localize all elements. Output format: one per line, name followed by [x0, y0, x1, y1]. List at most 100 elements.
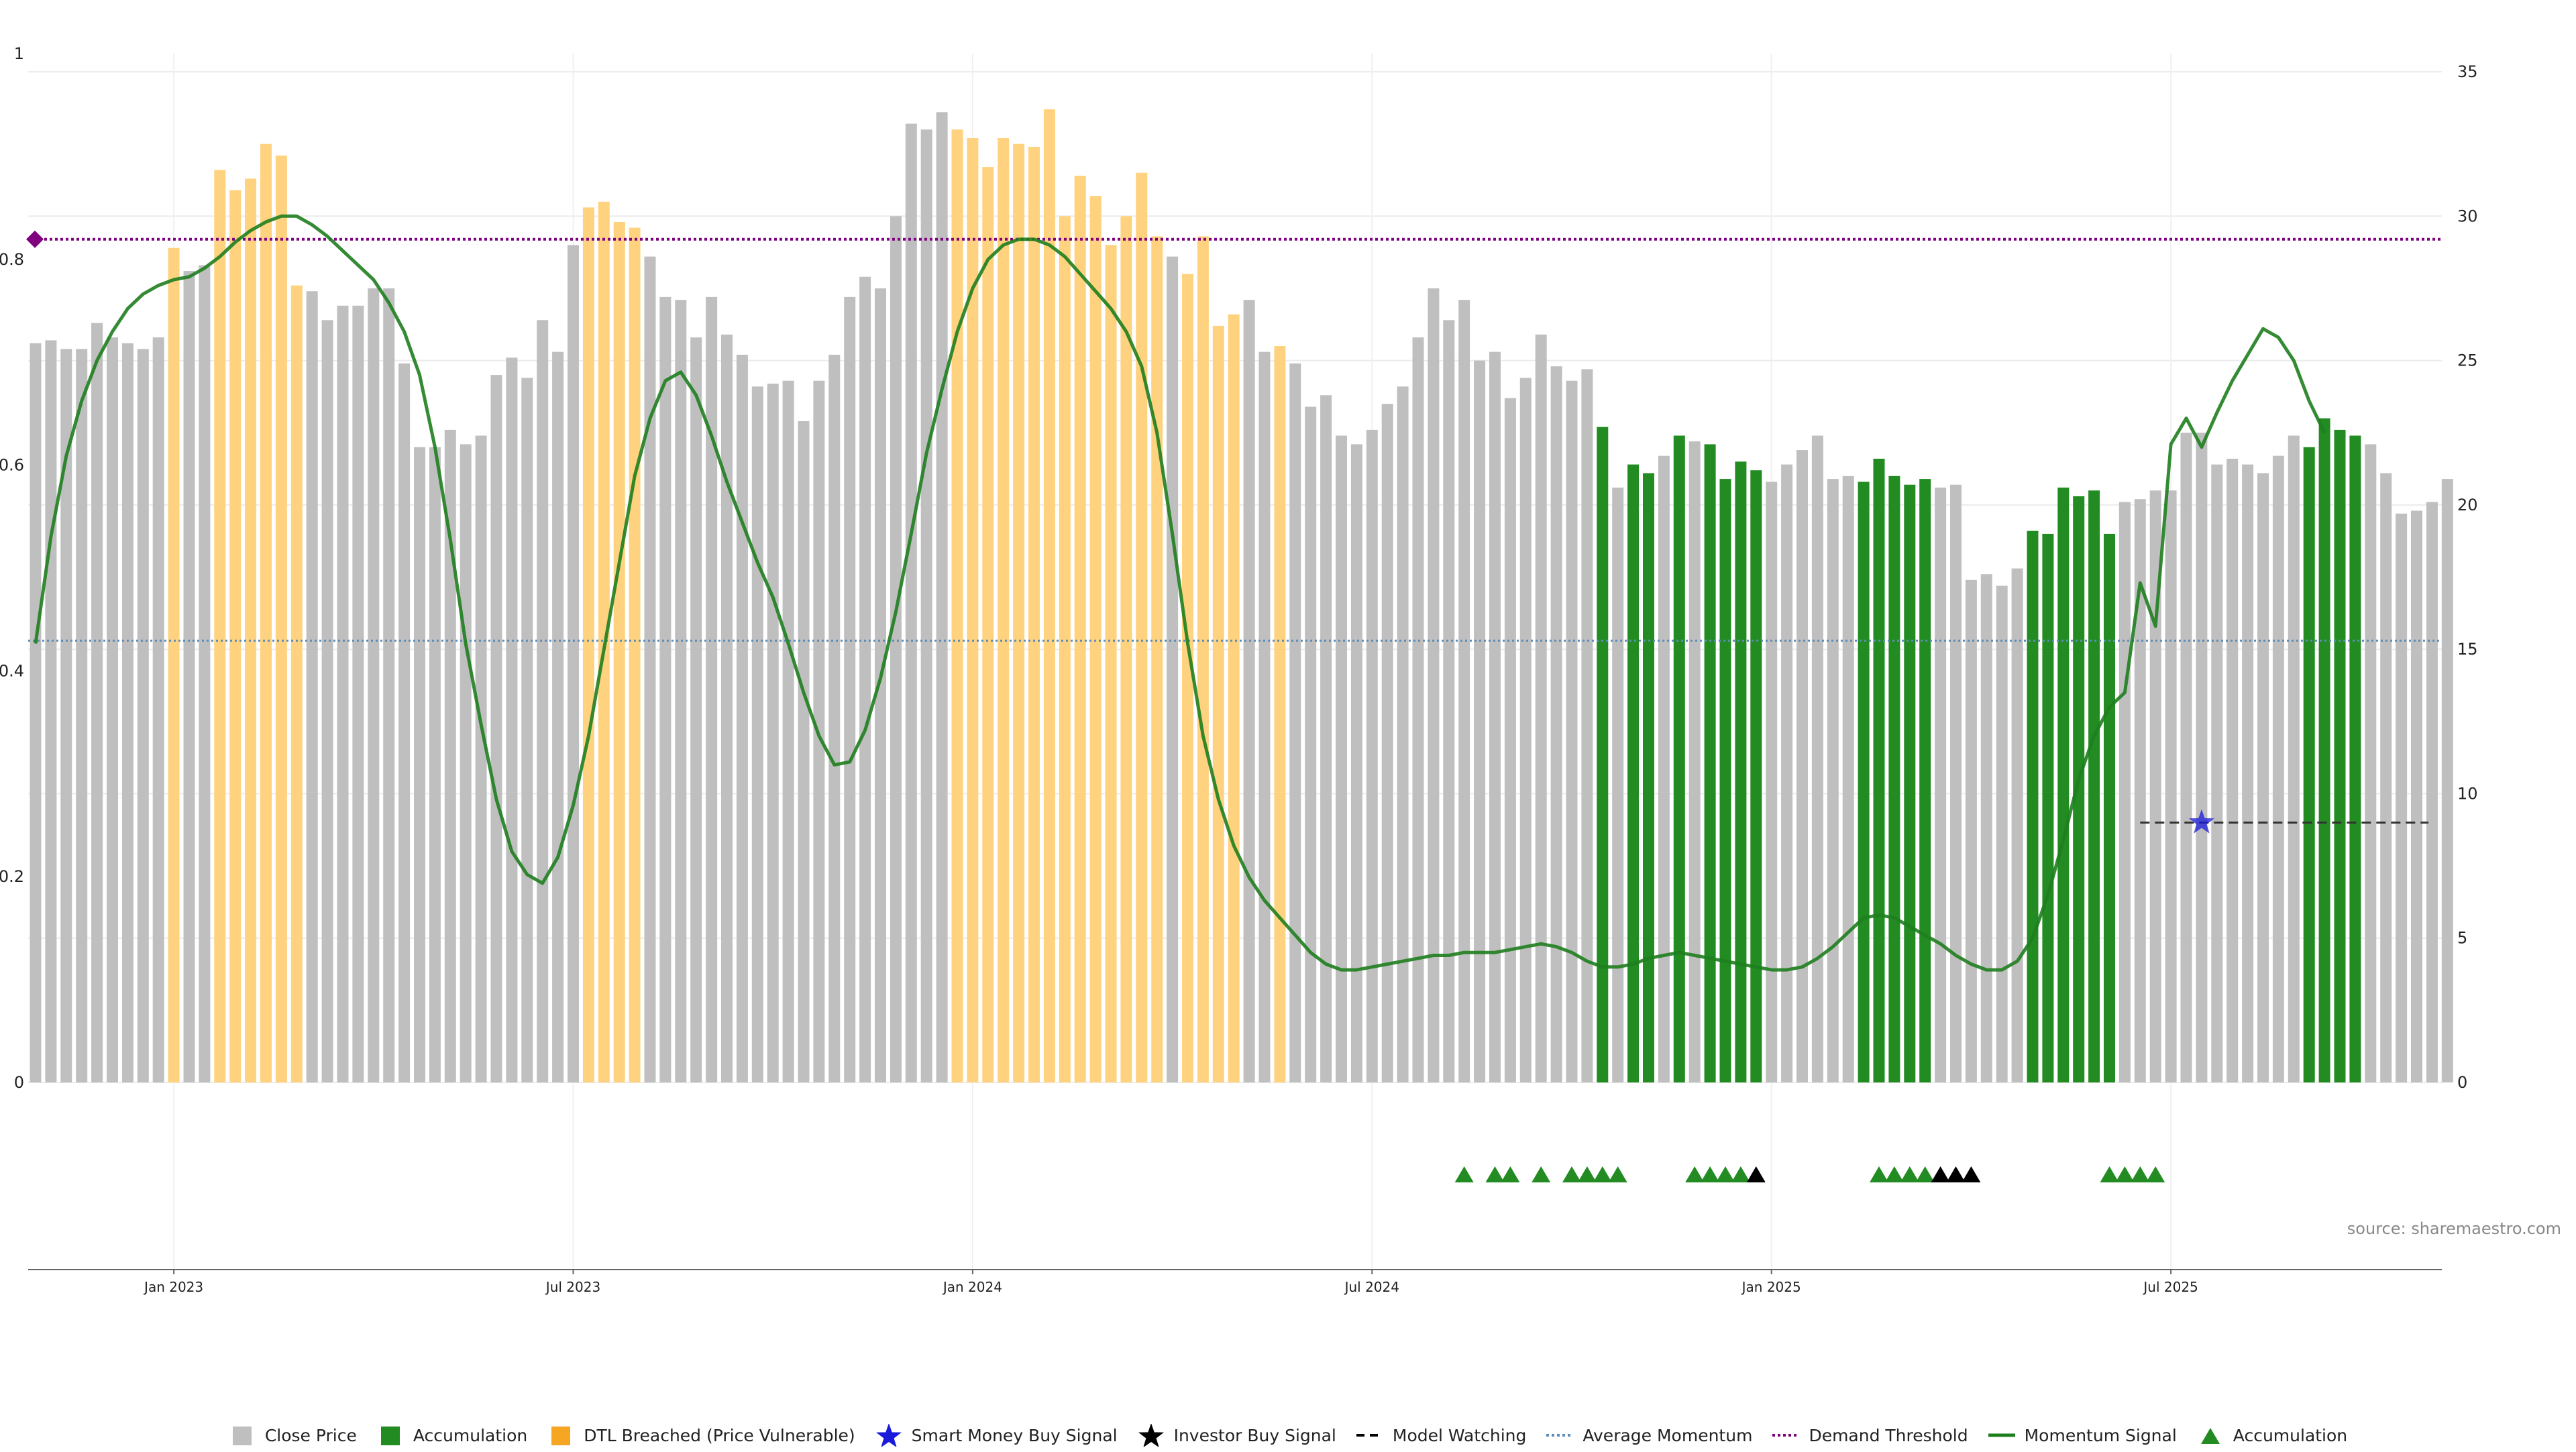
- legend-label: Average Momentum: [1582, 1425, 1753, 1445]
- bar: [2196, 433, 2208, 1082]
- bar: [352, 305, 364, 1083]
- right-tick-label: 0: [2457, 1073, 2467, 1092]
- right-tick-label: 20: [2457, 496, 2478, 514]
- bar: [951, 129, 963, 1083]
- bar: [998, 138, 1010, 1082]
- bar: [1074, 176, 1086, 1082]
- bar: [1428, 288, 1440, 1082]
- bar: [537, 320, 549, 1082]
- bar: [2134, 499, 2146, 1082]
- left-tick-label: 0.4: [0, 661, 24, 680]
- bar: [290, 285, 303, 1083]
- bar: [321, 320, 333, 1082]
- bar: [890, 216, 902, 1083]
- bar: [2057, 488, 2070, 1082]
- bar: [1535, 334, 1547, 1082]
- right-tick-label: 10: [2457, 784, 2478, 803]
- legend-item: Smart Money Buy Signal: [875, 1424, 1118, 1447]
- bar: [629, 227, 641, 1083]
- bar: [1167, 256, 1179, 1083]
- bar: [2380, 473, 2392, 1082]
- bar: [368, 288, 380, 1082]
- dot-icon: [1546, 1434, 1574, 1437]
- bar: [2411, 510, 2422, 1082]
- bar: [245, 178, 257, 1083]
- accumulation-marker: [1608, 1166, 1627, 1182]
- bar: [1965, 579, 1977, 1082]
- bar: [1766, 482, 1778, 1082]
- bar: [1996, 585, 2008, 1082]
- bar: [2318, 418, 2330, 1082]
- accumulation-marker: [1593, 1166, 1612, 1182]
- bar: [1289, 363, 1301, 1082]
- bar: [91, 323, 103, 1082]
- bar: [460, 444, 472, 1082]
- right-tick-label: 25: [2457, 351, 2478, 370]
- bar: [2441, 479, 2453, 1082]
- bar: [2365, 444, 2377, 1082]
- bar: [568, 245, 579, 1082]
- bar: [1935, 488, 1947, 1082]
- bar: [1612, 488, 1624, 1082]
- bar: [828, 354, 841, 1083]
- bar: [1412, 337, 1424, 1082]
- bar: [2396, 513, 2408, 1082]
- legend-label: Close Price: [264, 1425, 357, 1445]
- bar: [2088, 490, 2100, 1082]
- investor-buy-marker: [1746, 1166, 1766, 1182]
- bar: [1673, 435, 1685, 1082]
- legend-label: Accumulation: [413, 1425, 528, 1445]
- bar: [1243, 300, 1255, 1083]
- bar: [2226, 458, 2239, 1082]
- bar: [137, 349, 149, 1082]
- bar: [920, 129, 932, 1083]
- bar: [2242, 464, 2254, 1082]
- bar: [1151, 236, 1163, 1082]
- bar: [2042, 533, 2054, 1082]
- bar: [1350, 444, 1362, 1082]
- bar: [2073, 496, 2085, 1082]
- x-tick-label: Jul 2023: [545, 1279, 600, 1295]
- momentum-signal-line: [34, 214, 2326, 972]
- bar: [1320, 395, 1332, 1082]
- bar: [644, 256, 656, 1083]
- bar: [2303, 447, 2315, 1082]
- bar: [2027, 530, 2039, 1082]
- x-tick-label: Jul 2025: [2142, 1279, 2198, 1295]
- bar: [2165, 490, 2177, 1082]
- source-label: source: sharemaestro.com: [2347, 1219, 2561, 1238]
- bar: [1688, 441, 1701, 1082]
- accumulation-marker: [1716, 1166, 1735, 1182]
- x-tick-label: Jan 2025: [1741, 1279, 1801, 1295]
- square-icon: [551, 1427, 571, 1445]
- legend-item: Momentum Signal: [1988, 1424, 2177, 1447]
- star-icon: [1138, 1424, 1164, 1447]
- bar: [475, 435, 487, 1082]
- left-tick-label: 1: [14, 44, 24, 63]
- bar: [782, 380, 794, 1082]
- bar: [1550, 366, 1562, 1082]
- accumulation-marker: [1731, 1166, 1750, 1182]
- bar: [1796, 450, 1808, 1082]
- bar: [199, 265, 211, 1082]
- bar: [229, 190, 241, 1082]
- bar: [1735, 461, 1747, 1082]
- legend-item: Investor Buy Signal: [1138, 1424, 1336, 1447]
- legend-label: Accumulation: [2233, 1425, 2348, 1445]
- x-tick-label: Jan 2023: [143, 1279, 203, 1295]
- bar: [337, 305, 349, 1083]
- bar: [1781, 464, 1793, 1082]
- bar: [2149, 490, 2161, 1082]
- demand-threshold-marker: [26, 230, 44, 248]
- bar: [1105, 245, 1117, 1082]
- bar: [1059, 216, 1071, 1083]
- left-tick-label: 0: [14, 1073, 24, 1092]
- bar: [982, 167, 994, 1082]
- bar: [1504, 398, 1516, 1082]
- bar: [1366, 429, 1378, 1082]
- bar: [45, 340, 57, 1083]
- bar: [1597, 427, 1609, 1082]
- bar: [1643, 473, 1654, 1082]
- bar: [1950, 484, 1962, 1082]
- bar: [1811, 435, 1823, 1082]
